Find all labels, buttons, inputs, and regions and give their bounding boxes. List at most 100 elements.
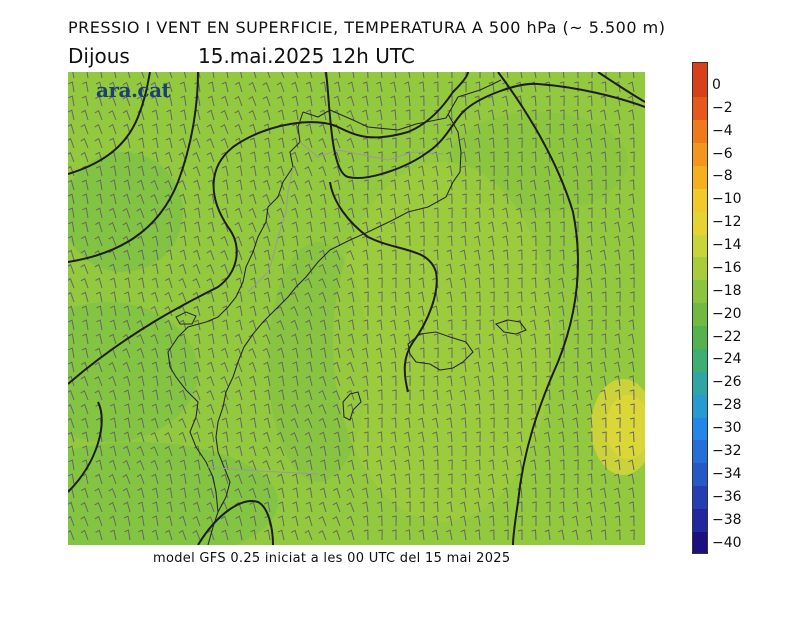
wind-barb	[446, 249, 453, 261]
wind-barb	[391, 529, 397, 540]
wind-barb	[234, 361, 243, 373]
wind-barb	[137, 501, 145, 513]
wind-barb	[502, 235, 509, 247]
wind-barb	[179, 389, 187, 401]
wind-barb	[544, 305, 551, 317]
wind-barb	[332, 263, 341, 275]
wind-barb	[362, 263, 369, 275]
wind-barb	[276, 431, 285, 443]
wind-barb	[68, 333, 75, 345]
wind-barb	[179, 193, 187, 205]
wind-barb	[192, 151, 201, 163]
wind-barb	[362, 347, 369, 359]
wind-barb	[136, 459, 145, 471]
wind-barb	[530, 305, 537, 317]
wind-barb	[572, 123, 579, 135]
wind-barb	[94, 235, 103, 247]
colorbar-label: −14	[712, 237, 742, 254]
wind-barb	[304, 431, 313, 443]
wind-barb	[460, 403, 467, 415]
wind-barb	[447, 109, 453, 121]
wind-barb	[122, 473, 131, 485]
wind-barb	[503, 291, 509, 302]
wind-barb	[319, 319, 327, 331]
colorbar-band	[693, 97, 707, 121]
wind-barb	[235, 319, 243, 331]
wind-barb	[475, 445, 481, 456]
wind-barb	[614, 487, 621, 499]
wind-barb	[221, 291, 229, 303]
wind-barb	[503, 305, 509, 317]
wind-barb	[404, 333, 411, 345]
wind-barb	[123, 389, 131, 401]
wind-barb	[235, 263, 243, 275]
wind-barb	[475, 81, 481, 93]
wind-barb	[334, 445, 341, 457]
wind-barb	[448, 333, 453, 345]
wind-barb	[320, 95, 327, 107]
wind-barb	[290, 431, 299, 443]
wind-barb	[391, 291, 397, 303]
wind-barb	[614, 361, 621, 373]
wind-barb	[346, 249, 355, 261]
wind-barb	[137, 179, 145, 191]
wind-barb	[394, 72, 397, 79]
wind-barb	[194, 459, 201, 471]
wind-barb	[474, 109, 481, 121]
wind-barb	[531, 361, 537, 373]
wind-barb	[179, 263, 187, 275]
wind-barb	[506, 72, 509, 79]
wind-barb	[208, 445, 215, 457]
wind-barb	[474, 277, 481, 289]
wind-barb	[347, 459, 355, 471]
wind-barb	[108, 109, 117, 121]
coastline	[167, 79, 502, 545]
wind-barb	[615, 151, 621, 163]
model-info-footer: model GFS 0.25 iniciat a les 00 UTC del …	[153, 551, 511, 566]
wind-barb	[318, 501, 327, 513]
wind-barb	[347, 151, 355, 163]
wind-barb	[376, 361, 383, 373]
wind-barb	[376, 347, 383, 359]
colorbar-label: 0	[712, 76, 721, 93]
wind-barb	[68, 361, 75, 373]
wind-barb	[465, 72, 467, 79]
wind-barb	[628, 81, 635, 93]
wind-barb	[347, 333, 355, 345]
wind-barb	[573, 473, 579, 484]
wind-barb	[207, 221, 215, 233]
wind-barb	[614, 333, 621, 345]
wind-barb	[363, 165, 369, 177]
wind-barb	[80, 123, 89, 135]
wind-barb	[72, 72, 75, 79]
wind-barb	[446, 123, 453, 135]
wind-barb	[517, 291, 523, 303]
wind-barb	[137, 123, 145, 135]
date-label: 15.mai.2025 12h UTC	[198, 44, 415, 68]
wind-barb	[137, 487, 145, 499]
wind-barb	[377, 515, 383, 527]
wind-barb	[460, 529, 467, 541]
wind-barb	[376, 501, 383, 513]
wind-barb	[546, 487, 551, 499]
wind-barb	[502, 193, 509, 205]
wind-barb	[94, 123, 103, 135]
wind-barb	[418, 431, 425, 443]
wind-barb	[517, 501, 523, 513]
wind-barb	[418, 81, 425, 93]
wind-barb	[264, 529, 271, 541]
wind-barb	[629, 291, 635, 302]
wind-barb	[220, 263, 229, 275]
wind-barb	[207, 235, 215, 247]
wind-barb	[446, 389, 453, 401]
wind-barb	[488, 375, 495, 387]
wind-barb	[502, 487, 509, 499]
wind-barb	[531, 235, 537, 247]
wind-barb	[165, 515, 173, 527]
wind-barb	[363, 179, 369, 191]
wind-barb	[488, 459, 495, 471]
wind-barb	[180, 487, 187, 499]
wind-barb	[600, 109, 607, 121]
wind-barb	[249, 123, 257, 135]
wind-barb	[222, 319, 229, 331]
